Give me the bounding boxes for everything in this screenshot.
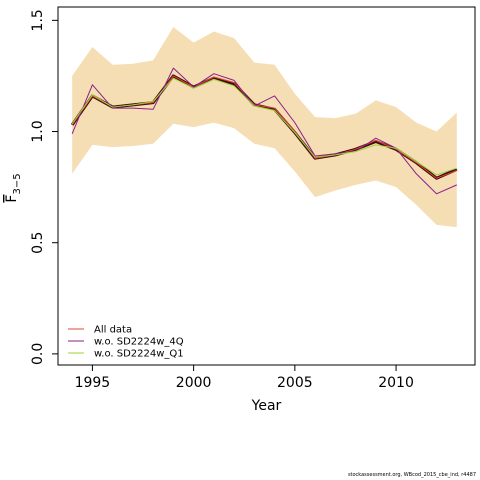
y-axis-title: F3−5: [4, 173, 23, 202]
y-tick-label: 1.5: [30, 9, 46, 31]
footer-credit: stockassessment.org, WBcod_2015_cbe_ind,…: [347, 472, 476, 478]
y-tick-label: 1.0: [30, 120, 46, 142]
series-line-w-o-sd2224w-4q: [71, 67, 457, 195]
series-layer: [70, 67, 458, 195]
x-axis: 1995 2000 2005 2010: [75, 364, 414, 391]
y-axis: 0.0 0.5 1.0 1.5: [30, 9, 59, 365]
x-axis-title: Year: [251, 398, 282, 414]
confidence-band: [72, 27, 457, 228]
x-tick-label: 2010: [378, 375, 414, 391]
y-axis-title-main: F: [4, 195, 20, 203]
legend-label-w-o-sd2224w-q1: w.o. SD2224w_Q1: [94, 349, 184, 360]
y-axis-title-subscript: 3−5: [12, 173, 23, 194]
legend-label-w-o-sd2224w-4q: w.o. SD2224w_4Q: [94, 337, 184, 348]
y-tick-label: 0.0: [30, 343, 46, 365]
series-line-w-o-sd2224w-q1: [71, 77, 457, 176]
svg-text:F3−5: F3−5: [4, 173, 23, 202]
x-tick-label: 2000: [176, 375, 212, 391]
confidence-band-layer: [72, 27, 457, 228]
y-tick-label: 0.5: [30, 232, 46, 254]
legend-label-all-data: All data: [94, 325, 132, 336]
x-tick-label: 2005: [277, 375, 313, 391]
x-tick-label: 1995: [75, 375, 111, 391]
